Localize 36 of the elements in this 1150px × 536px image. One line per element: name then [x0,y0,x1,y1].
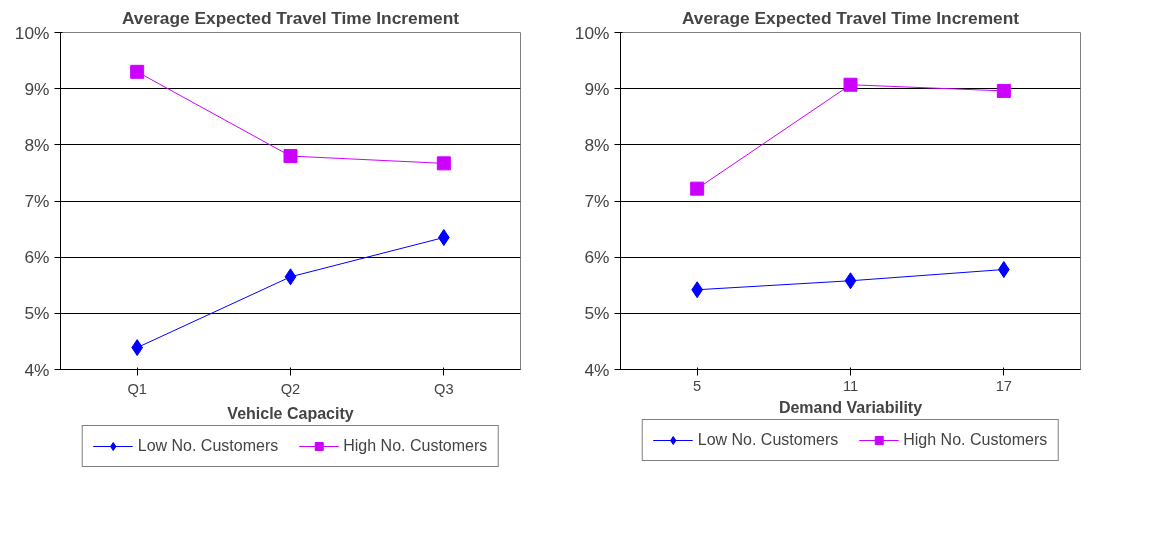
y-tick-label: 6% [584,247,610,268]
x-tick-label: Q2 [280,380,301,397]
legend-label: High No. Customers [903,431,1048,449]
legend-label: Low No. Customers [697,431,839,449]
y-tick-label: 8% [24,134,50,155]
x-tick-label: 5 [693,377,702,394]
y-tick-label: 9% [24,78,50,99]
x-axis-title: Vehicle Capacity [227,404,354,422]
y-tick-label: 6% [24,247,50,268]
chart-title: Average Expected Travel Time Increment [121,7,460,28]
x-axis-title: Demand Variability [778,398,923,416]
chart-title: Average Expected Travel Time Increment [681,7,1020,28]
point [996,83,1011,98]
legend-label: High No. Customers [343,437,488,455]
x-tick-label: Q1 [127,380,147,397]
point [843,77,858,92]
point [284,268,297,286]
x-tick-label: 11 [842,377,859,394]
y-tick-label: 10% [574,22,610,43]
y-tick-label: 5% [584,303,610,324]
y-tick-label: 9% [584,78,610,99]
y-tick-label: 4% [24,359,50,380]
y-tick-label: 5% [24,303,50,324]
point [283,149,298,164]
y-tick-label: 7% [24,191,50,211]
x-tick-label: 17 [995,377,1012,394]
y-tick-label: 7% [584,191,610,211]
y-tick-label: 10% [14,22,50,43]
y-tick-label: 8% [584,134,610,155]
point [844,272,857,290]
point [690,181,705,196]
y-tick-label: 4% [584,359,610,380]
x-tick-label: Q3 [434,380,454,397]
legend-label: Low No. Customers [137,437,279,455]
point [130,64,145,79]
point [436,156,451,171]
